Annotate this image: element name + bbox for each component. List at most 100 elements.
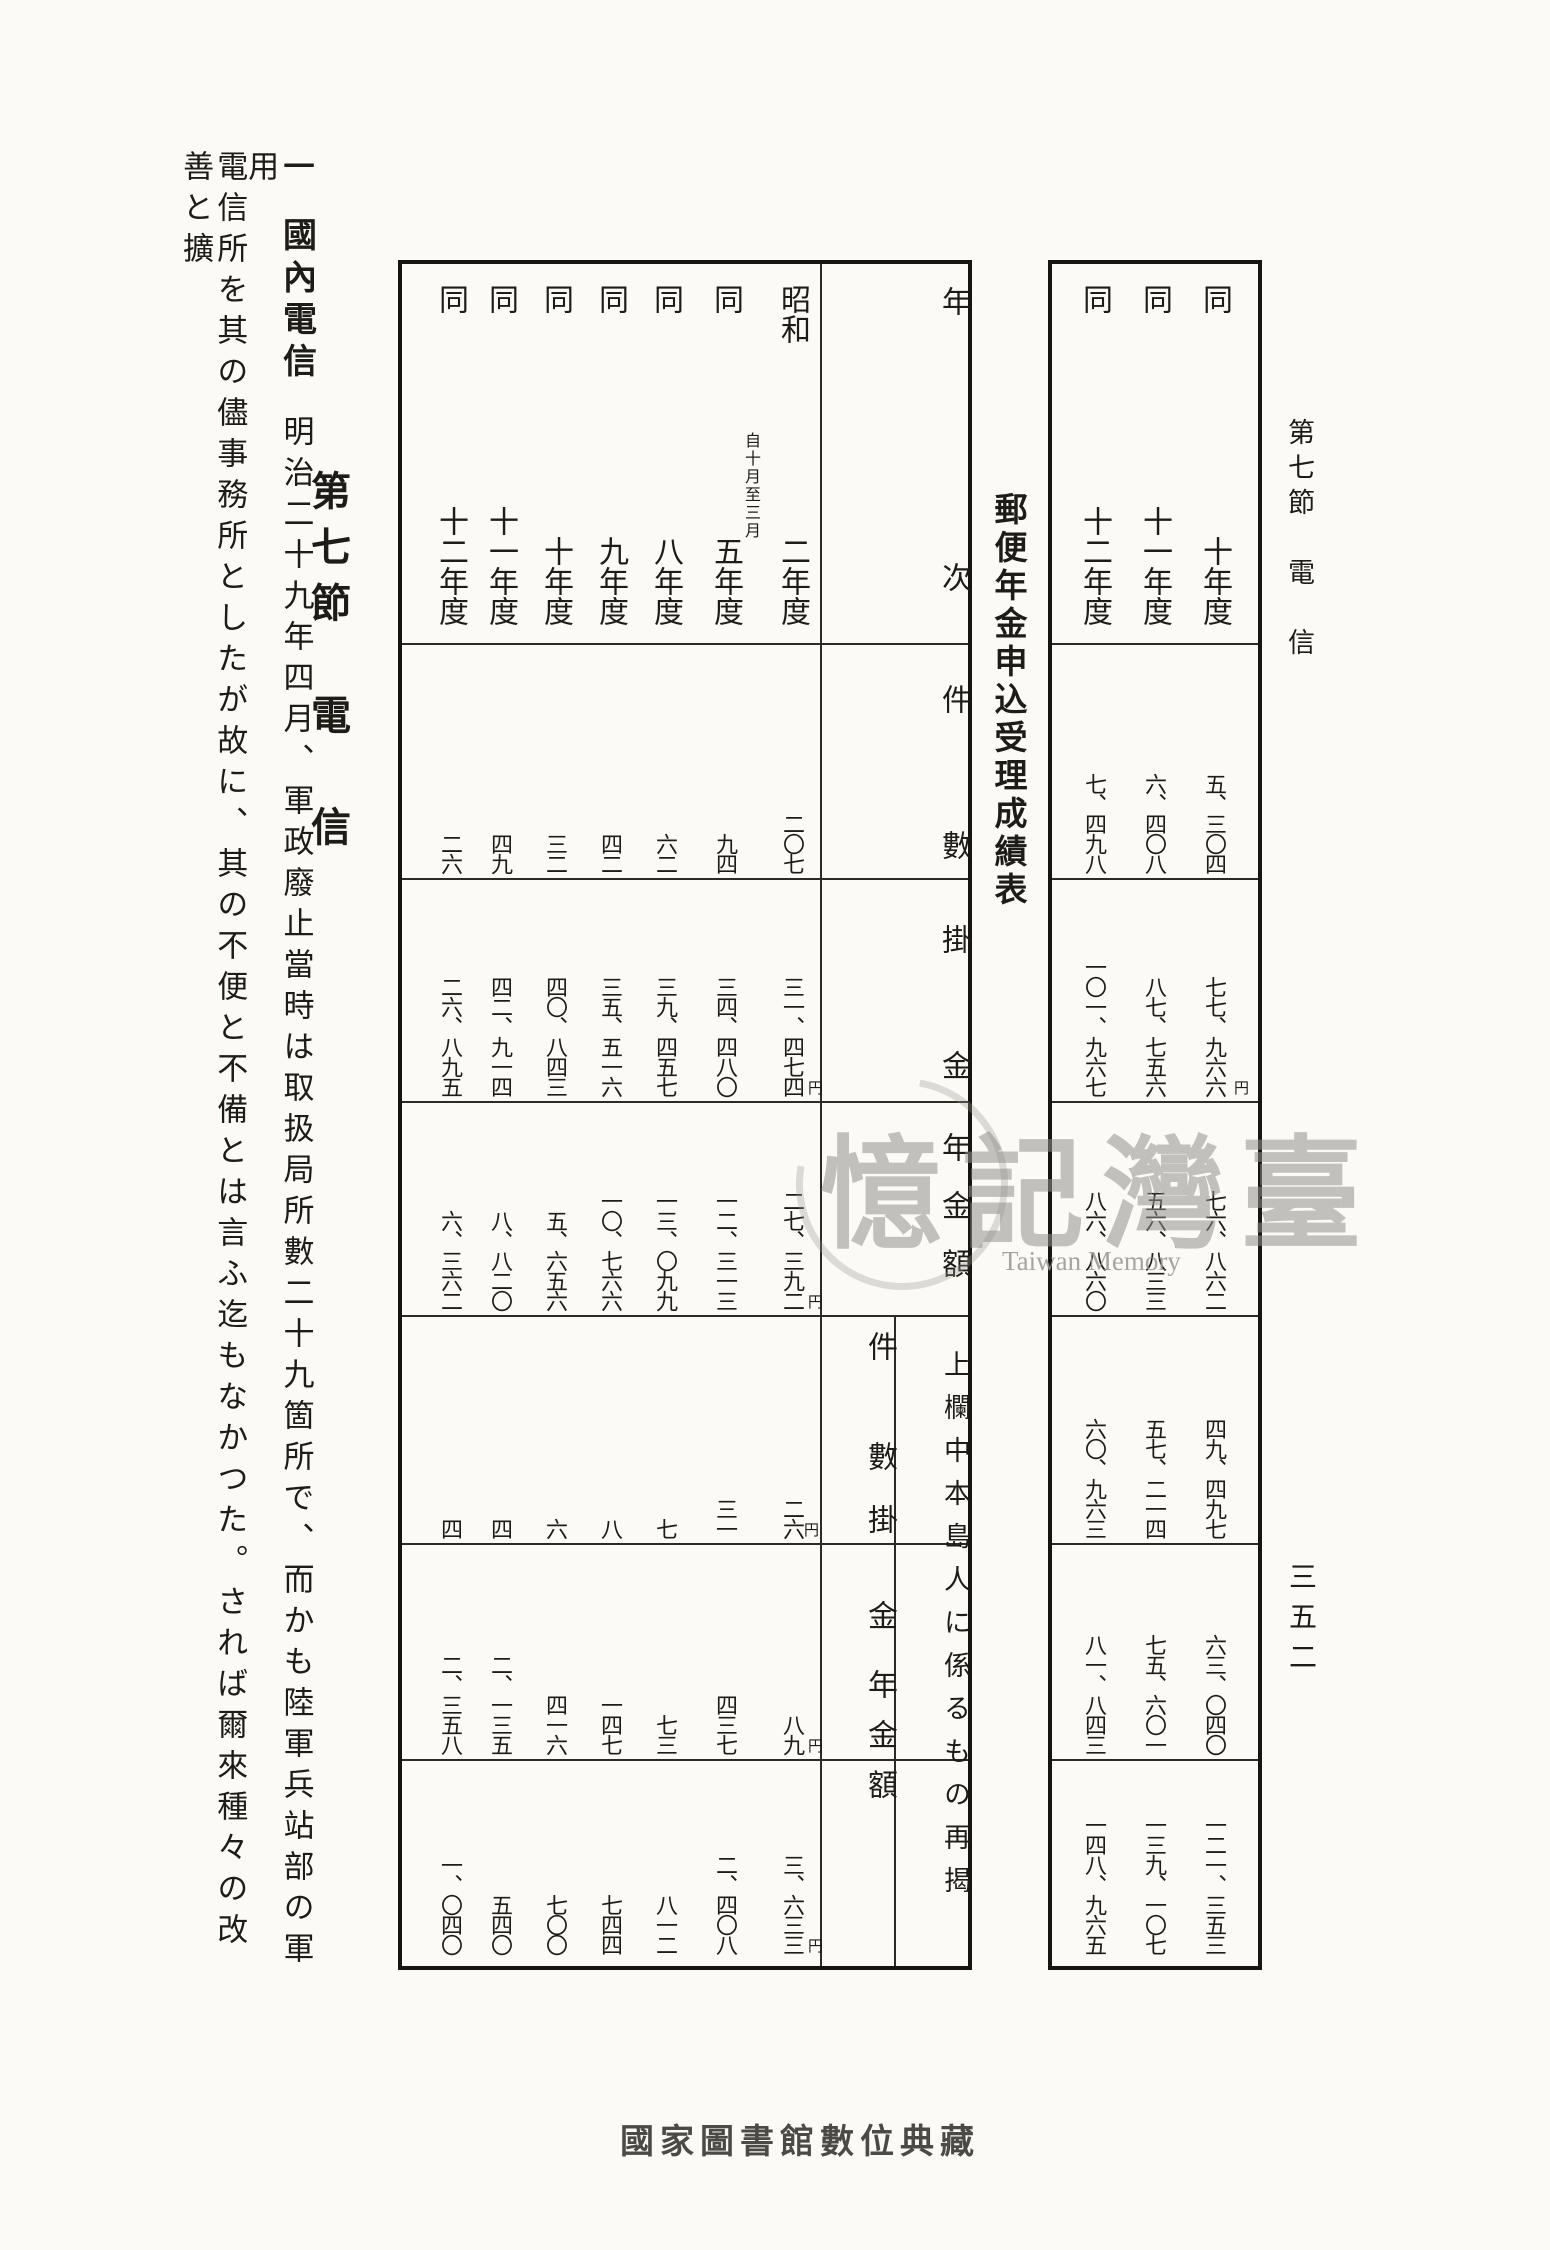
cases2-value: 二六 xyxy=(780,1498,805,1538)
table-value: 七七、九六六 xyxy=(1202,976,1227,1096)
table-value: 五七、二一四 xyxy=(1142,1418,1167,1538)
year-label: 五年度 xyxy=(709,536,742,626)
table-rule xyxy=(1052,1759,1258,1761)
watermark-char: 記 xyxy=(962,1122,1084,1266)
running-header: 第七節 電 信 xyxy=(1284,418,1314,663)
annuity-value: 一三、〇九九 xyxy=(653,1190,678,1310)
year-col-s11: 同 十一年度 xyxy=(476,284,524,626)
table-value: 七、四九八 xyxy=(1082,773,1107,873)
table-value: 五、三〇四 xyxy=(1202,773,1227,873)
table-value: 八七、七五六 xyxy=(1142,976,1167,1096)
main-table: 年次 件數 掛金 年金額 件數 掛金 年金額 上欄中本島人に係るもの再揭 昭和 … xyxy=(398,260,972,1970)
cases-value: 四九 xyxy=(488,833,513,873)
yen-unit: 円 xyxy=(808,1081,824,1097)
cases-value: 三二 xyxy=(543,833,568,873)
table-rule xyxy=(402,1315,968,1317)
year-label: 十年度 xyxy=(1198,536,1231,626)
table-rule xyxy=(402,643,968,645)
header-cases: 件數 xyxy=(937,684,970,976)
cases-value: 四二 xyxy=(598,833,623,873)
table-rule xyxy=(402,878,968,880)
annuity2-value: 七四四 xyxy=(598,1894,623,1954)
year-col-showa2: 昭和 二年度 xyxy=(768,284,816,626)
era-label: 同 xyxy=(434,284,467,314)
cases-value: 九四 xyxy=(713,833,738,873)
era-label: 同 xyxy=(484,284,517,314)
table-rule xyxy=(894,1315,896,1966)
premium2-value: 二、一三五 xyxy=(488,1654,513,1754)
premium2-value: 一四七 xyxy=(598,1694,623,1754)
premium-value: 四〇、八四三 xyxy=(543,976,568,1096)
era-label: 同 xyxy=(1078,284,1111,314)
table-value: 七五、六〇一 xyxy=(1142,1634,1167,1754)
cases-value: 六二 xyxy=(653,833,678,873)
year-col-s12: 同 十二年度 xyxy=(426,284,474,626)
header-premium-islanders: 掛金 xyxy=(863,1504,896,1696)
right-table: 同 十年度 同 十一年度 同 十二年度 五、三〇四 六、四〇八 七、四九八 七七… xyxy=(1048,260,1262,1970)
table-value: 六三、〇四〇 xyxy=(1202,1634,1227,1754)
table-title: 郵便年金申込受理成績表 xyxy=(989,492,1025,910)
table-rule xyxy=(1052,878,1258,880)
paragraph-line-2: 電信所を其の儘事務所としたが故に、其の不便と不備とは言ふ迄もなかつた。されば爾來… xyxy=(178,150,247,1990)
header-premium: 掛金 xyxy=(937,924,970,1176)
premium-value: 二六、八九五 xyxy=(438,976,463,1096)
yen-unit: 円 xyxy=(808,1939,824,1955)
table-value: 六〇、九六三 xyxy=(1082,1418,1107,1538)
premium2-value: 四三七 xyxy=(713,1694,738,1754)
era-label: 昭和 xyxy=(776,284,809,344)
paragraph-line-1: 一國內電信明治二十九年四月、軍政廢止當時は取扱局所數二十九箇所で、而かも陸軍兵站… xyxy=(243,150,314,1990)
year-col-s12: 同 十二年度 xyxy=(1070,284,1118,626)
table-value: 七六、八六二 xyxy=(1202,1190,1227,1310)
header-annuity-islanders: 年金額 xyxy=(863,1669,896,1819)
table-value: 四九、四九七 xyxy=(1202,1418,1227,1538)
table-value: 五六、八三三 xyxy=(1142,1190,1167,1310)
header-annuity: 年金額 xyxy=(937,1132,970,1306)
era-label: 同 xyxy=(594,284,627,314)
year-label: 二年度 xyxy=(776,536,809,626)
premium-value: 三四、四八〇 xyxy=(713,976,738,1096)
era-label: 同 xyxy=(1198,284,1231,314)
table-rule xyxy=(402,1543,968,1545)
annuity-value: 一二、三一三 xyxy=(713,1190,738,1310)
year-label: 八年度 xyxy=(649,536,682,626)
era-label: 同 xyxy=(649,284,682,314)
year-label: 十年度 xyxy=(539,536,572,626)
table-rule xyxy=(402,1759,968,1761)
table-value: 八六、八六〇 xyxy=(1082,1190,1107,1310)
year-col-s5: 同 五年度 xyxy=(701,284,749,626)
premium-value: 三一、四七四 xyxy=(780,976,805,1096)
paragraph-text-1: 明治二十九年四月、軍政廢止當時は取扱局所數二十九箇所で、而かも陸軍兵站部の軍用 xyxy=(243,150,314,1973)
table-value: 八一、八四三 xyxy=(1082,1634,1107,1754)
annuity2-value: 二、四〇八 xyxy=(713,1854,738,1954)
watermark-char: 憶 xyxy=(820,1122,942,1266)
annuity-value: 八、八二〇 xyxy=(488,1210,513,1310)
section-heading: 第七節 電 信 xyxy=(305,470,350,862)
watermark-char: 灣 xyxy=(1102,1122,1224,1266)
annuity2-value: 七〇〇 xyxy=(543,1894,568,1954)
page-number: 三五二 xyxy=(1285,1562,1316,1682)
annuity-value: 二七、三九二 xyxy=(780,1190,805,1310)
era-label: 同 xyxy=(709,284,742,314)
table-value: 一二一、三五三 xyxy=(1202,1814,1227,1954)
table-value: 一四八、九六五 xyxy=(1082,1814,1107,1954)
header-relist-note: 上欄中本島人に係るもの再揭 xyxy=(940,1350,970,1909)
year-col-s10: 同 十年度 xyxy=(531,284,579,626)
cases2-value: 四 xyxy=(438,1518,463,1538)
header-year: 年次 xyxy=(937,286,970,838)
table-rule xyxy=(1052,1315,1258,1317)
year-col-s8: 同 八年度 xyxy=(641,284,689,626)
cases2-value: 三一 xyxy=(713,1498,738,1538)
header-cases-islanders: 件數 xyxy=(863,1331,896,1551)
premium2-value: 二、三五八 xyxy=(438,1654,463,1754)
watermark-latin-text: Taiwan Memory xyxy=(1002,1246,1181,1276)
cases2-value: 七 xyxy=(653,1518,678,1538)
cases2-value: 四 xyxy=(488,1518,513,1538)
year-col-s10: 同 十年度 xyxy=(1190,284,1238,626)
annuity-value: 一〇、七六六 xyxy=(598,1190,623,1310)
year-range-note: 自十月至三月 xyxy=(742,432,759,540)
watermark-char: 臺 xyxy=(1240,1122,1362,1266)
cases2-value: 六 xyxy=(543,1518,568,1538)
annuity-value: 六、三六二 xyxy=(438,1210,463,1310)
cases2-value: 八 xyxy=(598,1518,623,1538)
